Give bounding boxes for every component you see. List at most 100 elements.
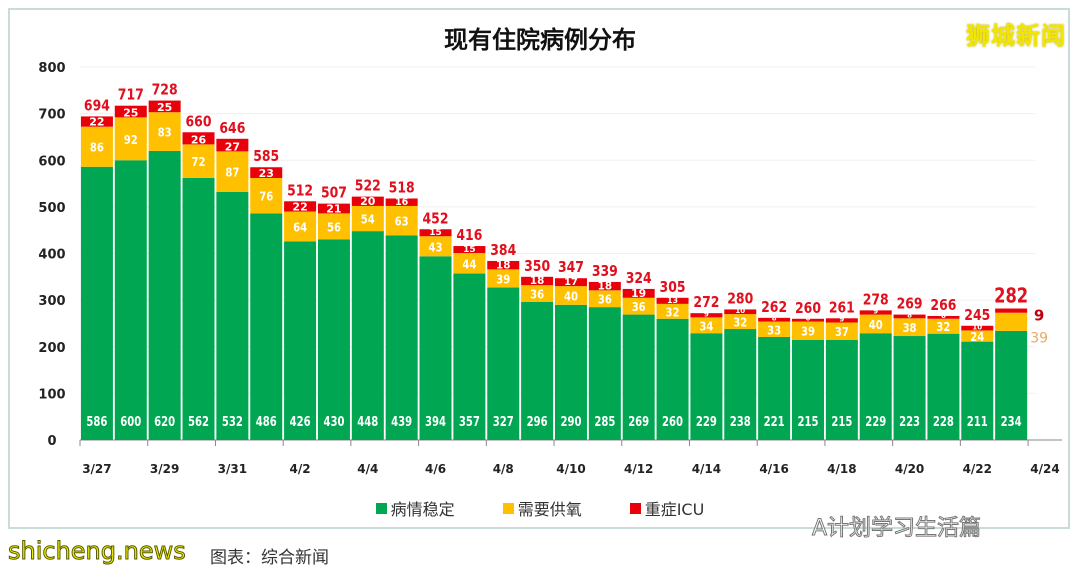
bar-value-label: 22: [89, 116, 104, 129]
legend: 病情稳定 需要供氧 重症ICU: [0, 496, 1080, 520]
bar-value-label: 24: [970, 330, 984, 344]
bar-segment-oxygen: [622, 297, 655, 315]
bar-total-label: 350: [524, 257, 550, 275]
x-tick-label: 4/24: [1030, 462, 1059, 476]
bar-segment-oxygen: [758, 321, 791, 337]
x-tick-label: 3/29: [150, 462, 179, 476]
x-tick-label: 4/16: [759, 462, 788, 476]
bar-segment-stable: [80, 166, 113, 440]
legend-label: 需要供氧: [517, 500, 582, 519]
bar-segment-oxygen: [825, 322, 858, 340]
bar-value-label: 32: [936, 320, 950, 334]
bar-segment-stable: [351, 231, 384, 440]
bar-total-label: 518: [389, 178, 415, 196]
legend-swatch-green: [375, 502, 387, 514]
bar-total-label: 384: [490, 241, 516, 259]
bar-value-label: 32: [733, 316, 747, 330]
y-tick-label: 0: [47, 434, 56, 449]
bar-value-label: 15: [463, 245, 476, 255]
bar-total-label: 507: [321, 184, 347, 202]
watermark-logo: 狮城新闻: [966, 22, 1066, 50]
bar-segment-oxygen: [80, 126, 113, 167]
bar-value-label: 229: [696, 415, 717, 430]
bar-segment-oxygen: [487, 269, 520, 288]
bar-segment-icu: [317, 203, 350, 214]
x-tick-label: 4/2: [290, 462, 311, 476]
bar-value-label: 357: [459, 415, 480, 430]
x-tick-label: 4/4: [357, 462, 378, 476]
bar-value-label: 34: [699, 319, 713, 333]
bar-value-label: 6: [806, 315, 811, 323]
bar-segment-icu: [961, 325, 994, 331]
bar-segment-oxygen: [385, 205, 418, 236]
bar-segment-stable: [114, 160, 147, 440]
bar-value-label: 260: [662, 415, 683, 430]
bar-segment-stable: [622, 314, 655, 440]
bar-value-label: 36: [632, 300, 646, 314]
bar-value-label: 215: [831, 415, 852, 430]
x-tick-label: 4/8: [493, 462, 514, 476]
bar-value-label: 44: [462, 257, 476, 271]
bar-segment-oxygen: [588, 290, 621, 308]
bar-total-label: 452: [423, 209, 449, 227]
bar-value-label: 285: [594, 415, 615, 430]
bar-value-label: 36: [598, 293, 612, 307]
bar-total-label: 262: [761, 298, 787, 316]
bar-value-label: 37: [835, 325, 849, 339]
bar-value-label: 228: [933, 415, 954, 430]
bar-value-label: 13: [667, 296, 678, 305]
bar-value-label: 586: [86, 415, 107, 430]
bar-segment-icu: [148, 100, 181, 113]
y-tick-label: 100: [38, 387, 65, 402]
chart-title: 现有住院病例分布: [444, 26, 636, 54]
bar-total-label: 272: [693, 293, 719, 311]
bar-segment-icu: [216, 138, 249, 152]
x-tick-label: 4/10: [556, 462, 585, 476]
bar-segment-icu: [825, 318, 858, 323]
bar-segment-oxygen: [995, 312, 1028, 331]
bar-value-label: 229: [865, 415, 886, 430]
bar-segment-stable: [216, 191, 249, 440]
bar-total-label: 646: [219, 119, 245, 137]
legend-item-stable: 病情稳定: [375, 496, 455, 520]
y-tick-label: 200: [38, 341, 65, 356]
bar-value-label: 296: [527, 415, 548, 430]
bar-value-label: 43: [429, 240, 443, 254]
bar-value-label: 600: [120, 415, 141, 430]
bar-segment-icu: [453, 246, 486, 254]
x-tick-label: 4/6: [425, 462, 446, 476]
bar-segment-oxygen: [521, 285, 554, 302]
bar-segment-oxygen: [724, 314, 757, 330]
x-tick-label: 4/18: [827, 462, 856, 476]
bar-segment-icu: [385, 198, 418, 206]
bar-segment-stable: [961, 341, 994, 440]
bar-value-label: 448: [357, 415, 378, 430]
legend-item-icu: 重症ICU: [629, 496, 704, 520]
bar-value-label: 8: [907, 311, 912, 319]
bar-value-label: 56: [327, 220, 341, 234]
bar-value-label: 36: [530, 288, 544, 302]
bar-segment-oxygen: [791, 321, 824, 340]
bar-value-label: 40: [564, 289, 578, 303]
bar-total-label: 269: [897, 295, 923, 313]
bar-value-label: 92: [124, 133, 138, 147]
bar-segment-oxygen: [690, 317, 723, 334]
bar-value-label: 9: [873, 308, 878, 316]
bar-segment-oxygen: [961, 330, 994, 342]
bar-value-label: 439: [391, 415, 412, 430]
bar-segment-icu: [758, 317, 791, 322]
bar-segment-icu: [995, 308, 1028, 313]
bar-segment-icu: [927, 315, 960, 319]
bar-segment-oxygen: [284, 211, 317, 242]
bar-value-label: 54: [361, 213, 375, 227]
bar-segment-stable: [453, 273, 486, 440]
bar-total-label: 324: [626, 269, 652, 287]
bar-value-label: 18: [530, 275, 544, 287]
bar-total-label: 347: [558, 258, 584, 276]
bar-value-label: 25: [157, 101, 172, 114]
bar-segment-stable: [588, 307, 621, 440]
bar-segment-oxygen: [927, 318, 960, 334]
bar-value-label: 23: [259, 167, 274, 180]
bar-segment-stable: [182, 177, 215, 440]
legend-item-oxygen: 需要供氧: [502, 496, 582, 520]
